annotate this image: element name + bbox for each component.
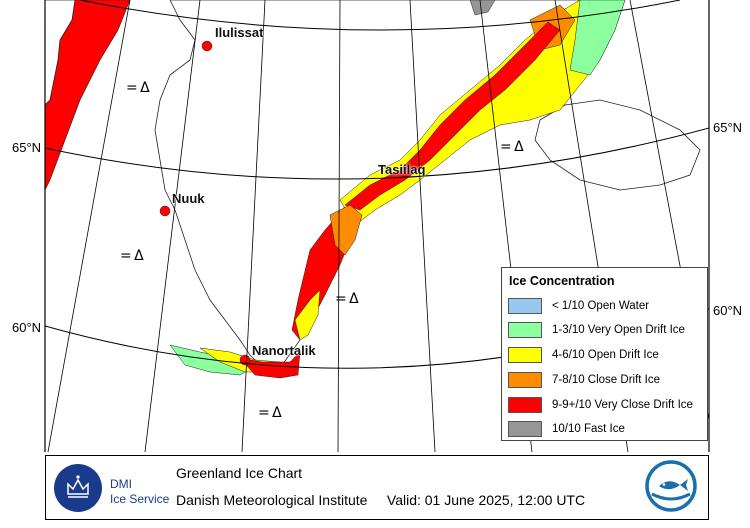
southeast-ice-orange <box>329 204 363 256</box>
parallel-70n <box>79 0 681 31</box>
source-name: Danish Meteorological Institute <box>176 492 368 508</box>
parallel-65n <box>45 127 709 180</box>
baffin-ice-area <box>45 0 131 191</box>
chart-title: Greenland Ice Chart <box>176 465 303 481</box>
chart-footer: DMI Ice Service Greenland Ice Chart Dani… <box>45 455 709 520</box>
fast-ice-top <box>469 0 496 16</box>
legend-swatch <box>508 322 542 338</box>
legend-item: 10/10 Fast Ice <box>508 420 625 438</box>
legend-swatch <box>508 298 542 314</box>
south-tip-ice-red <box>239 351 301 379</box>
chart-source-line: Danish Meteorological Institute Valid: 0… <box>176 492 585 508</box>
legend-label: < 1/10 Open Water <box>552 300 650 312</box>
ice-service-fish-logo <box>645 460 697 512</box>
valid-time: Valid: 01 June 2025, 12:00 UTC <box>386 492 586 508</box>
open-water-symbol: = Δ <box>258 405 282 421</box>
place-label-tasiilaq: Tasiilaq <box>378 162 426 177</box>
open-water-symbol: = Δ <box>126 80 150 96</box>
map-canvas <box>44 0 710 452</box>
crown-icon <box>67 475 89 498</box>
legend-label: 4-6/10 Open Drift Ice <box>552 349 659 361</box>
lat-label-60n-left: 60°N <box>12 320 42 335</box>
place-label-ilulissat: Ilulissat <box>215 25 264 40</box>
open-water-symbol: = Δ <box>120 248 144 264</box>
open-water-symbol: = Δ <box>500 139 524 155</box>
logo-subtitle: Ice Service <box>110 492 170 506</box>
legend-label: 1-3/10 Very Open Drift Ice <box>552 324 685 336</box>
canada-land <box>45 0 76 106</box>
iceland-land <box>534 99 701 191</box>
ice-concentration-legend: Ice Concentration < 1/10 Open Water 1-3/… <box>501 267 708 441</box>
open-water-symbol: = Δ <box>335 291 359 307</box>
legend-item: 7-8/10 Close Drift Ice <box>508 371 660 389</box>
legend-label: 10/10 Fast Ice <box>552 423 625 435</box>
legend-item: 9-9+/10 Very Close Drift Ice <box>508 396 693 414</box>
legend-label: 7-8/10 Close Drift Ice <box>552 374 661 386</box>
lat-label-65n-right: 65°N <box>713 120 743 135</box>
southeast-ice-yellow <box>294 289 321 341</box>
legend-swatch <box>508 347 542 363</box>
legend-swatch <box>508 421 542 437</box>
legend-title: Ice Concentration <box>509 274 615 288</box>
legend-item: 4-6/10 Open Drift Ice <box>508 346 659 364</box>
legend-item: < 1/10 Open Water <box>508 297 649 315</box>
legend-swatch <box>508 372 542 388</box>
legend-swatch <box>508 397 542 413</box>
place-label-nuuk: Nuuk <box>172 191 205 206</box>
legend-label: 9-9+/10 Very Close Drift Ice <box>552 399 693 411</box>
lat-label-60n-right: 60°N <box>713 303 743 318</box>
place-label-nanortalik: Nanortalik <box>252 343 316 358</box>
logo-name: DMI <box>110 477 132 491</box>
legend-item: 1-3/10 Very Open Drift Ice <box>508 321 685 339</box>
ice-chart-map: 65°N 60°N 65°N 60°N Ilulissat Nuuk Tasii… <box>12 0 743 452</box>
dmi-crown-logo <box>54 464 102 512</box>
lat-label-65n-left: 65°N <box>12 140 42 155</box>
east-ice-green <box>569 0 626 76</box>
